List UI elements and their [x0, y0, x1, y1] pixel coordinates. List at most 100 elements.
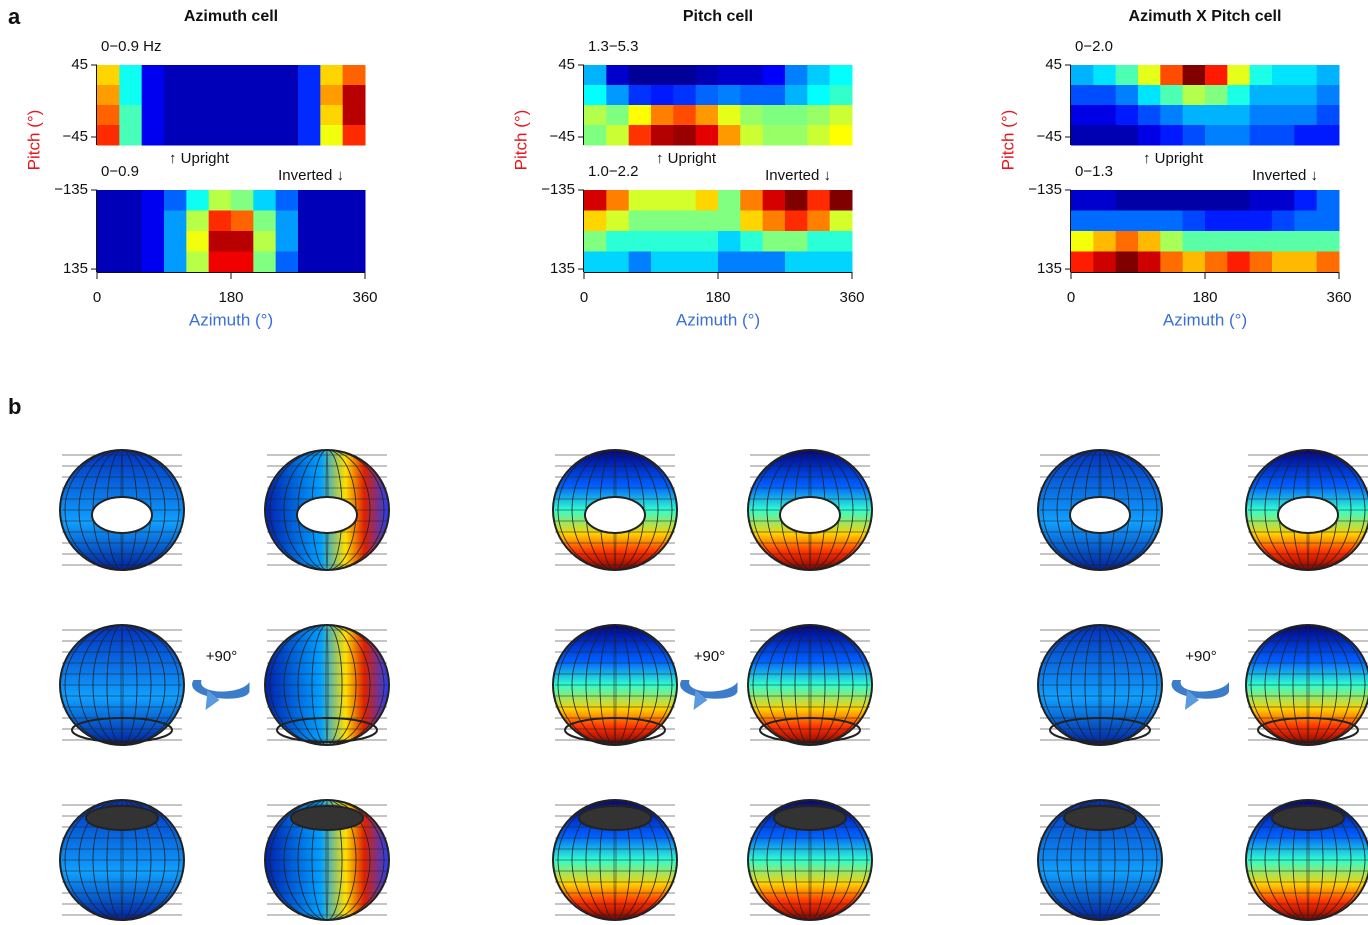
heatmap-cell — [673, 85, 696, 106]
heatmap-cell — [1138, 190, 1161, 211]
heatmap-cell — [1116, 105, 1139, 126]
torus-render — [1038, 450, 1162, 570]
heatmap-cell — [97, 190, 120, 211]
heatmap-cell — [1317, 65, 1340, 86]
heatmap-cell — [673, 190, 696, 211]
heatmap-cell — [320, 211, 343, 232]
heatmap-cell — [830, 231, 853, 252]
heatmap-cell — [763, 231, 786, 252]
heatmap-cell — [1138, 125, 1161, 146]
heatmap-cell — [1093, 85, 1116, 106]
heatmap-cell — [740, 231, 763, 252]
y-tick-label: 45 — [1045, 56, 1062, 73]
heatmap-cell — [1205, 105, 1228, 126]
panel-label: a — [8, 4, 21, 29]
heatmap-cell — [1093, 105, 1116, 126]
heatmap-cell — [1227, 125, 1250, 146]
heatmap-cell — [142, 85, 165, 106]
heatmap-cell — [718, 231, 741, 252]
heatmap-cell — [785, 252, 808, 273]
y-axis-label: Pitch (°) — [511, 110, 530, 171]
heatmap-cell — [696, 65, 719, 86]
y-tick-label: −45 — [550, 128, 575, 145]
heatmap-cell — [119, 252, 142, 273]
heatmap-cell — [119, 190, 142, 211]
heatmap-cell — [1205, 65, 1228, 86]
heatmap-cell — [673, 125, 696, 146]
x-tick-label: 0 — [1067, 289, 1075, 306]
heatmap-cell — [807, 190, 830, 211]
heatmap-cell — [696, 85, 719, 106]
heatmap-cell — [606, 231, 629, 252]
heatmap-cell — [97, 211, 120, 232]
heatmap-cell — [253, 190, 276, 211]
heatmap-cell — [1071, 190, 1094, 211]
torus-render — [1246, 450, 1368, 570]
heatmap-cell — [629, 105, 652, 126]
heatmap-cell — [1205, 252, 1228, 273]
heatmap-cell — [1093, 231, 1116, 252]
torus-hole — [579, 806, 651, 830]
chart-title: Azimuth X Pitch cell — [1129, 8, 1282, 25]
heatmap-cell — [1317, 125, 1340, 146]
rotation-arrow — [1172, 680, 1229, 699]
heatmap-cell — [1116, 231, 1139, 252]
heatmap-cell — [584, 65, 607, 86]
heatmap-cell — [1071, 211, 1094, 232]
heatmap-cell — [740, 85, 763, 106]
heatmap-cell — [320, 125, 343, 146]
heatmap-cell — [696, 125, 719, 146]
heatmap-cell — [1116, 65, 1139, 86]
heatmap-cell — [651, 190, 674, 211]
heatmap-cell — [1294, 65, 1317, 86]
heatmap-cell — [298, 125, 321, 146]
heatmap-cell — [718, 65, 741, 86]
heatmap-cell — [231, 125, 254, 146]
heatmap-cell — [253, 65, 276, 86]
heatmap-cell — [696, 252, 719, 273]
heatmap-cell — [606, 211, 629, 232]
torus-render — [265, 625, 389, 745]
rotation-arrow — [192, 680, 249, 699]
heatmap-cell — [164, 105, 187, 126]
torus-render — [1246, 800, 1368, 920]
heatmap-cell — [343, 65, 366, 86]
heatmap-cell — [119, 211, 142, 232]
heatmap-cell — [807, 105, 830, 126]
heatmap-cell — [142, 105, 165, 126]
range-label: 1.3−5.3 — [588, 38, 638, 55]
x-tick-label: 180 — [218, 289, 243, 306]
heatmap-cell — [584, 252, 607, 273]
heatmap-cell — [1205, 125, 1228, 146]
heatmap-cell — [276, 190, 299, 211]
heatmap-cell — [164, 85, 187, 106]
heatmap-cell — [1116, 190, 1139, 211]
heatmap-cell — [276, 65, 299, 86]
heatmap-cell — [119, 105, 142, 126]
heatmap-cell — [763, 252, 786, 273]
panel-label: b — [8, 394, 21, 419]
heatmap-cell — [673, 65, 696, 86]
torus-hole — [780, 497, 840, 533]
heatmap-cell — [1250, 211, 1273, 232]
heatmap-cell — [231, 190, 254, 211]
heatmap-cell — [142, 65, 165, 86]
y-tick-label: −135 — [541, 181, 575, 198]
heatmap-cell — [606, 125, 629, 146]
heatmap-cell — [1160, 105, 1183, 126]
heatmap-cell — [740, 190, 763, 211]
heatmap-cell — [1250, 190, 1273, 211]
heatmap-cell — [651, 252, 674, 273]
heatmap-cell — [1294, 105, 1317, 126]
y-tick-label: 135 — [63, 260, 88, 277]
heatmap-cell — [343, 85, 366, 106]
heatmap-cell — [718, 85, 741, 106]
heatmap-cell — [718, 125, 741, 146]
heatmap-cell — [807, 65, 830, 86]
heatmap-cell — [785, 125, 808, 146]
upright-label: ↑ Upright — [169, 150, 230, 167]
heatmap-cell — [740, 65, 763, 86]
y-tick-label: −45 — [1037, 128, 1062, 145]
heatmap-cell — [186, 65, 209, 86]
heatmap-cell — [606, 85, 629, 106]
